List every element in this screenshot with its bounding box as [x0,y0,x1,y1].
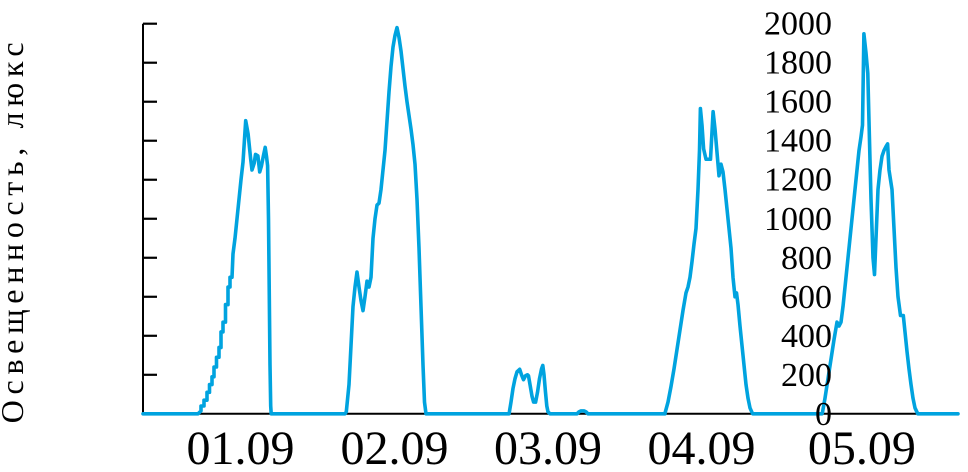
svg-text:800: 800 [781,240,832,277]
svg-text:1800: 1800 [764,45,832,82]
svg-text:1400: 1400 [764,123,832,160]
svg-text:1600: 1600 [764,84,832,121]
svg-text:02.09: 02.09 [341,422,449,472]
svg-text:01.09: 01.09 [187,422,295,472]
svg-text:1200: 1200 [764,162,832,199]
svg-text:05.09: 05.09 [808,422,916,472]
svg-text:04.09: 04.09 [648,422,756,472]
svg-text:1000: 1000 [764,201,832,238]
svg-text:200: 200 [781,357,832,394]
svg-text:400: 400 [781,318,832,355]
svg-text:Освещенность, люкс: Освещенность, люкс [0,37,30,424]
svg-text:600: 600 [781,279,832,316]
svg-text:2000: 2000 [764,6,832,43]
svg-text:03.09: 03.09 [494,422,602,472]
